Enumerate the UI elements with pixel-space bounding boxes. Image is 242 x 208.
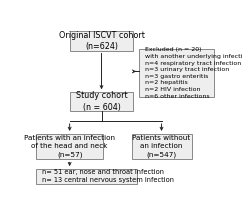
FancyBboxPatch shape [139,49,214,97]
FancyBboxPatch shape [132,134,192,160]
Text: Study cohort
(n = 604): Study cohort (n = 604) [76,92,127,112]
FancyBboxPatch shape [36,134,103,160]
FancyBboxPatch shape [70,31,133,51]
Text: Original ISCVT cohort
(n=624): Original ISCVT cohort (n=624) [59,31,144,51]
Text: Patients with an infection
of the head and neck
(n=57): Patients with an infection of the head a… [24,135,115,158]
Text: Patients without
an infection
(n=547): Patients without an infection (n=547) [132,135,191,158]
FancyBboxPatch shape [36,169,137,183]
Text: Excluded (n = 20)
with another underlying infection
n=4 respiratory tract infect: Excluded (n = 20) with another underlyin… [145,47,242,99]
Text: n= 51 ear, nose and throat infection
n= 13 central nervous system infection: n= 51 ear, nose and throat infection n= … [42,169,174,183]
FancyBboxPatch shape [70,92,133,111]
